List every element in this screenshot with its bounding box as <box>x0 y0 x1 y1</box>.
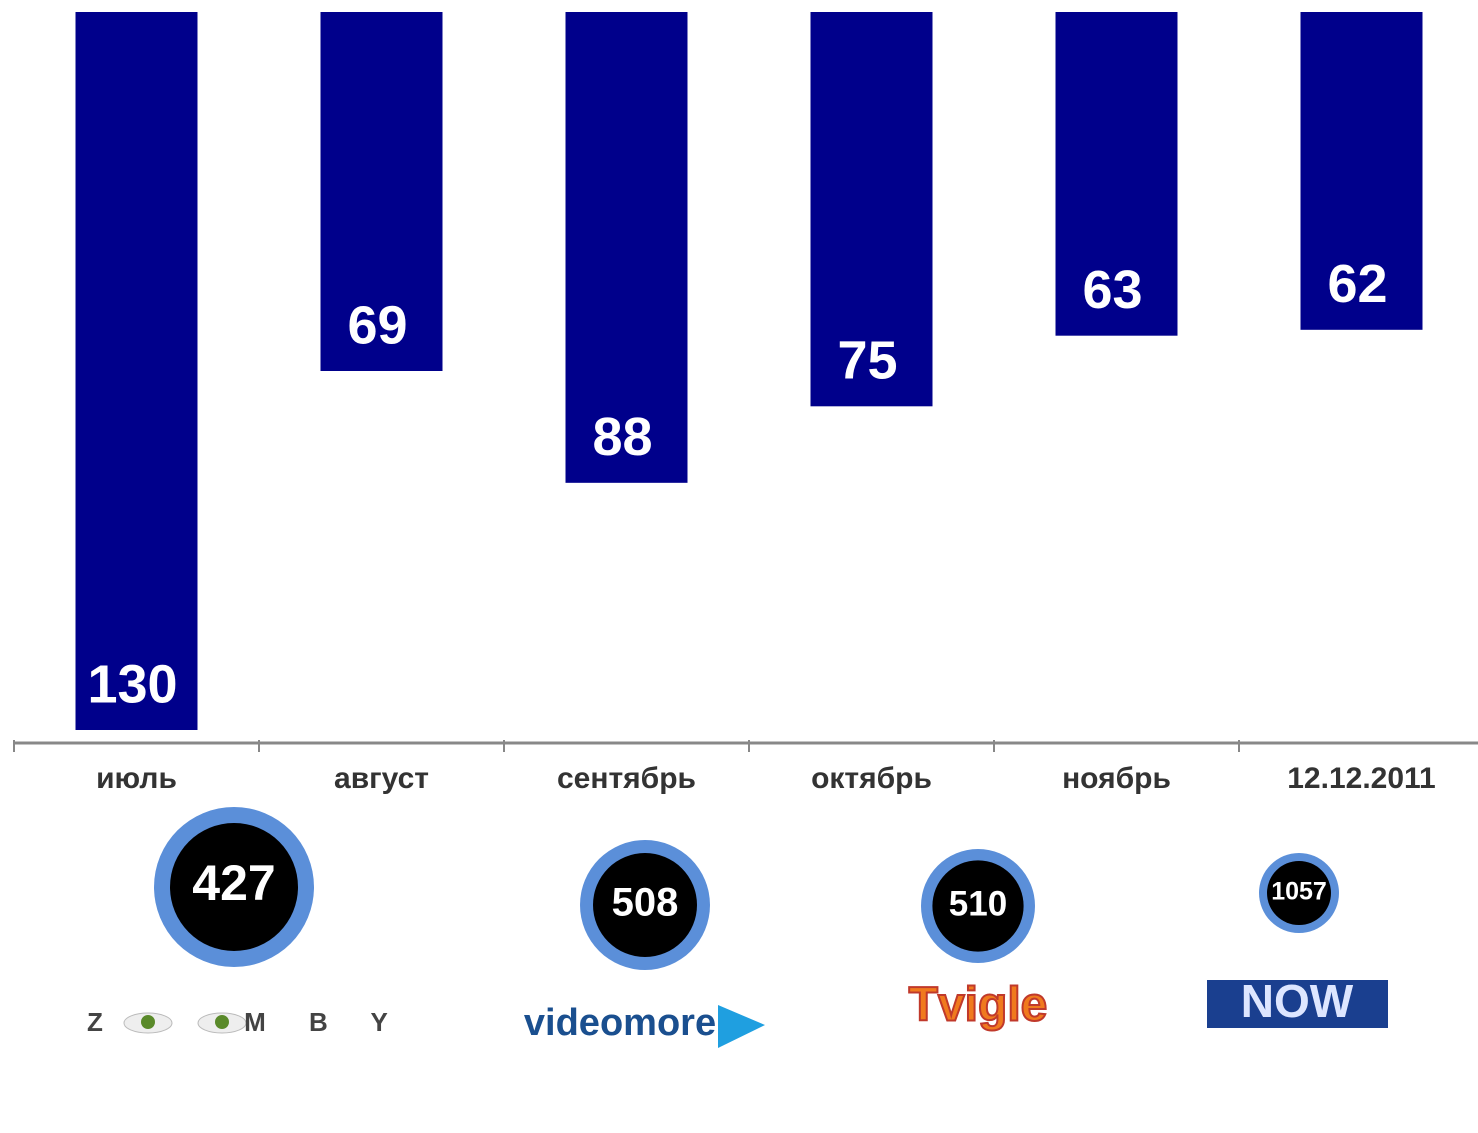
bubble-label: 1057 <box>1271 878 1327 906</box>
x-tick-label: 12.12.2011 <box>1287 762 1436 795</box>
value-label: 69 <box>347 295 407 355</box>
x-tick-label: август <box>334 762 429 795</box>
bar <box>810 12 933 407</box>
bubble <box>593 853 697 957</box>
bar <box>320 12 443 371</box>
bubble-label: 508 <box>612 881 679 925</box>
bubble <box>1267 861 1331 925</box>
bubble <box>932 860 1024 952</box>
value-label: 88 <box>592 407 652 467</box>
value-label: 62 <box>1327 254 1387 314</box>
zoomby-eyes <box>123 1012 247 1034</box>
logo-text: Z <box>87 1007 103 1037</box>
value-label: 75 <box>837 331 897 391</box>
bubble-label: 427 <box>192 855 275 911</box>
videomore-play <box>718 1005 765 1048</box>
bubble-label: 510 <box>949 884 1007 923</box>
logo-text: Tvigle <box>909 979 1048 1032</box>
x-tick-label: июль <box>96 762 177 795</box>
bar <box>1300 12 1423 330</box>
bubble <box>170 823 298 951</box>
x-tick-label: ноябрь <box>1062 762 1171 795</box>
logo-text: videomore <box>524 1002 716 1044</box>
bar <box>1055 12 1178 336</box>
logo-text: NOW <box>1241 975 1354 1027</box>
value-label: 130 <box>87 654 177 714</box>
value-label: 63 <box>1082 260 1142 320</box>
x-tick-label: сентябрь <box>557 762 696 795</box>
now-logo-box <box>1207 980 1388 1028</box>
bar <box>75 12 198 730</box>
logo-text: M B Y <box>244 1007 406 1037</box>
bar <box>565 12 688 483</box>
x-tick-label: октябрь <box>811 762 932 795</box>
